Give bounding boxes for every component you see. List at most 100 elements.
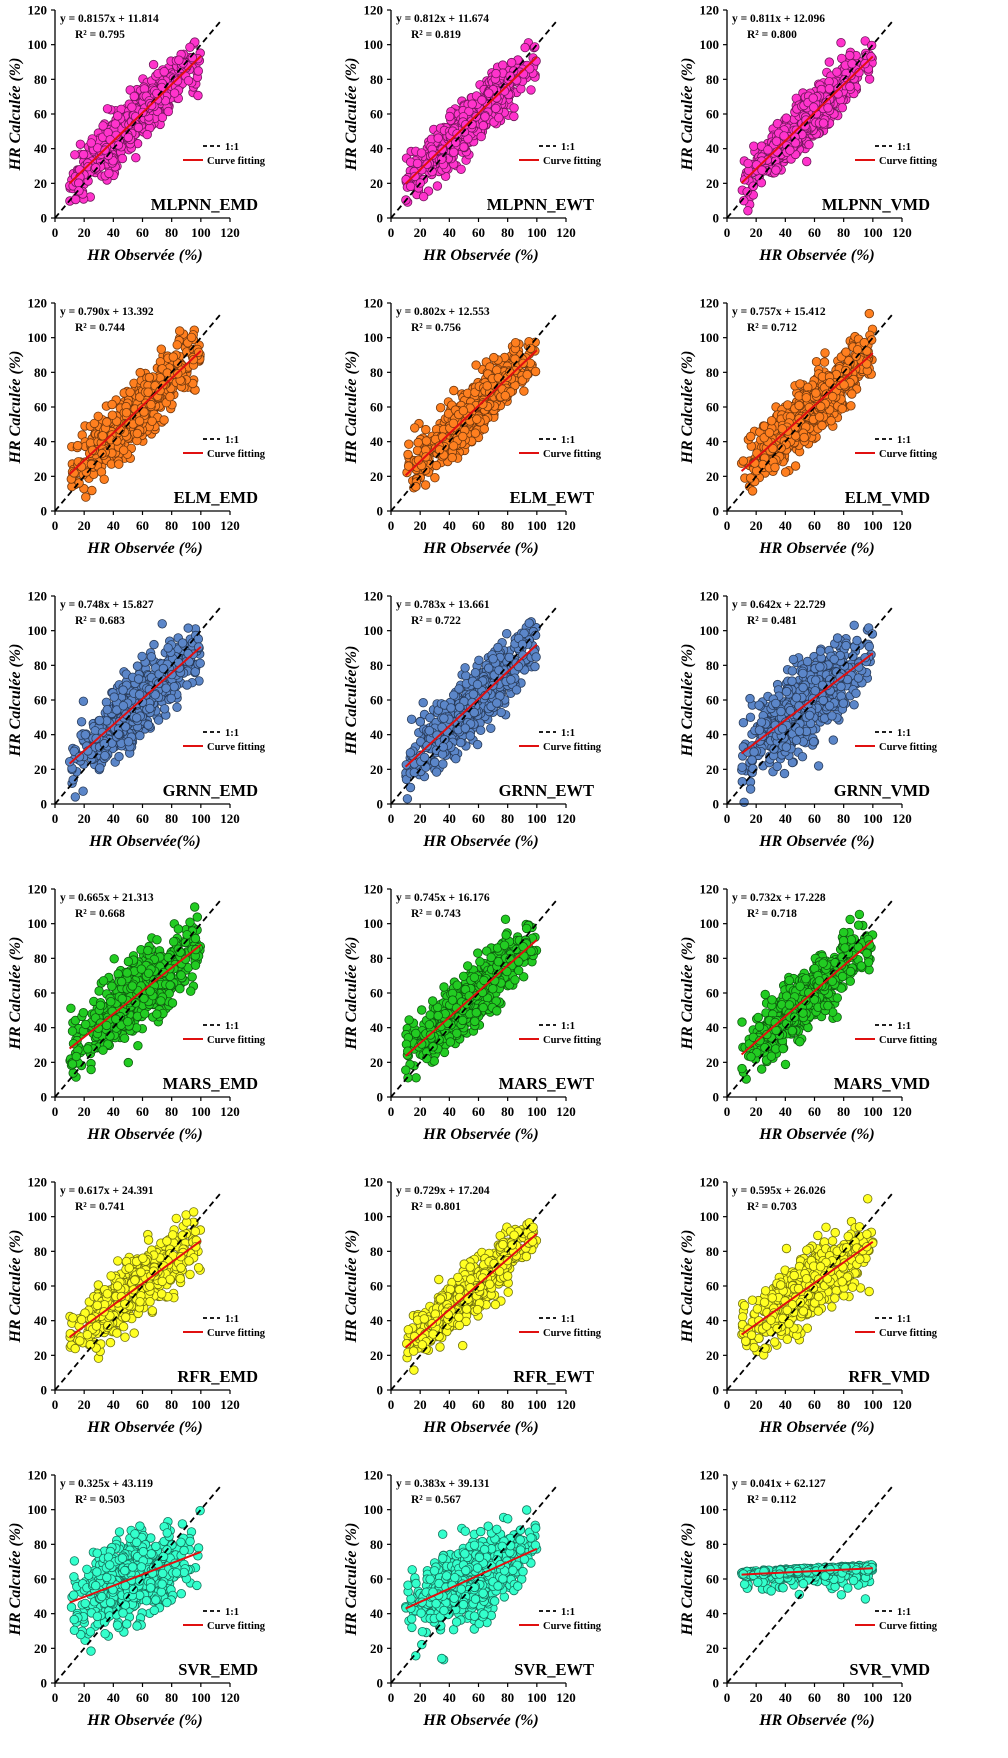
data-point [432,461,441,470]
legend-identity-label: 1:1 [561,142,575,153]
legend-fit-label: Curve fitting [543,449,602,460]
x-tick-label: 0 [388,225,395,240]
y-axis-title: HR Calculée (%) [7,351,24,465]
y-tick-label: 80 [706,72,719,87]
y-tick-label: 40 [34,727,47,742]
data-point [433,182,442,191]
data-point [113,112,122,121]
data-point [421,481,430,490]
r-squared-label: R² = 0.744 [75,322,125,334]
data-point [147,653,156,662]
x-tick-label: 60 [808,225,821,240]
data-point [124,133,133,142]
x-tick-label: 120 [892,518,912,533]
data-point [94,412,103,421]
data-point [495,113,504,122]
data-point [414,438,423,447]
data-point [492,69,501,78]
regression-equation: y = 0.812x + 11.674 [396,13,489,25]
y-tick-label: 60 [370,400,383,415]
data-point [739,457,748,466]
y-axis-title: HR Calculée (%) [7,58,24,172]
data-point [449,442,458,451]
x-tick-label: 120 [220,811,240,826]
model-name-label: GRNN_EMD [163,781,258,800]
data-point [459,406,468,415]
data-point [105,169,114,178]
legend-fit-label: Curve fitting [207,449,266,460]
legend-identity-label: 1:1 [897,435,911,446]
data-point [802,394,811,403]
data-point [115,460,124,469]
data-point [510,112,519,121]
data-point [191,668,200,677]
data-point [815,413,824,422]
fit-line [406,350,537,475]
y-tick-label: 0 [41,504,48,519]
data-point [825,58,834,67]
y-tick-label: 100 [700,37,720,52]
data-point [126,388,135,397]
y-tick-label: 20 [34,762,47,777]
data-point [782,114,791,123]
data-point [173,703,182,712]
fit-line [406,57,537,184]
data-point [511,338,520,347]
x-tick-label: 20 [750,518,763,533]
data-point [818,421,827,430]
data-point [507,58,516,67]
y-tick-label: 80 [370,72,383,87]
data-point [196,659,205,668]
data-point [173,341,182,350]
x-axis-title: HR Observée (%) [422,247,539,264]
data-point [76,140,85,149]
y-tick-label: 40 [706,434,719,449]
data-point [752,467,761,476]
data-point [757,178,766,187]
data-point [800,433,809,442]
fit-line [70,351,201,474]
data-point [501,391,510,400]
x-tick-label: 60 [472,518,485,533]
y-axis-title: HR Calculée (%) [7,644,24,758]
data-point [81,731,90,740]
y-tick-label: 40 [370,141,383,156]
data-point [144,721,153,730]
data-point [149,60,158,69]
x-tick-label: 120 [556,225,576,240]
x-tick-label: 0 [52,518,59,533]
legend-identity-label: 1:1 [225,142,239,153]
data-point [194,91,203,100]
regression-equation: y = 0.8157x + 11.814 [60,13,159,25]
data-point [819,119,828,128]
data-point [457,165,466,174]
data-point [79,150,88,159]
data-point [781,468,790,477]
data-point [413,159,422,168]
r-squared-label: R² = 0.819 [411,29,461,41]
data-point [134,675,143,684]
legend-fit-label: Curve fitting [207,156,266,167]
legend-fit-label: Curve fitting [879,156,938,167]
data-point [422,437,431,446]
data-point [95,716,104,725]
data-point [848,60,857,69]
y-tick-label: 0 [377,504,384,519]
data-point [118,154,127,163]
data-point [838,404,847,413]
x-tick-label: 60 [136,518,149,533]
regression-equation: y = 0.748x + 15.827 [60,599,154,611]
y-tick-label: 20 [34,469,47,484]
data-point [148,417,157,426]
x-tick-label: 100 [527,518,547,533]
y-tick-label: 20 [370,176,383,191]
y-tick-label: 40 [370,434,383,449]
data-point [833,68,842,77]
data-point [194,67,203,76]
data-points [738,37,877,216]
